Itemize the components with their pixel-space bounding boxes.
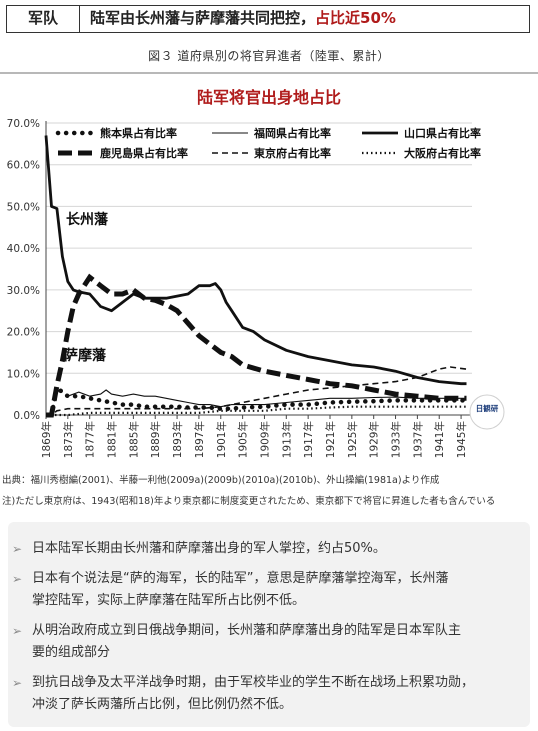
bullet-text-line: 从明治政府成立到日俄战争期间，长州藩和萨摩藩出身的陆军是日本军队主 [32, 623, 462, 638]
x-tick-label: 1909年 [258, 421, 271, 458]
legend-label: 鹿児島県占有比率 [100, 146, 188, 160]
annotation-choshu: 长州藩 [66, 211, 109, 228]
summary-panel: ➢ 日本陆军长期由长州藩和萨摩藩出身的军人掌控，约占50%。 ➢ 日本有个说法是“萨的… [8, 522, 530, 727]
bullet-text-line: 掌控陆军，实际上萨摩藩在陆军所占比例不低。 [32, 593, 306, 608]
x-tick-label: 1889年 [149, 421, 162, 458]
y-tick-label: 0.0% [13, 410, 40, 422]
x-tick-label: 1877年 [84, 421, 97, 458]
note-text: 注)ただし東京府は、1943(昭和18)年より東京都に制度変更されたため、東京都… [2, 496, 496, 507]
x-tick-label: 1905年 [237, 421, 250, 458]
summary-bullet: ➢ 到抗日战争及太平洋战争时期，由于军校毕业的学生不断在战场上积累功勋， 冲淡了萨长… [12, 672, 475, 716]
x-tick-label: 1925年 [346, 421, 359, 458]
x-tick-label: 1897年 [193, 421, 206, 458]
x-tick-label: 1937年 [411, 421, 424, 458]
bullet-marker-icon: ➢ [12, 624, 23, 638]
x-tick-label: 1941年 [433, 421, 446, 458]
summary-bullet: ➢ 从明治政府成立到日俄战争期间，长州藩和萨摩藩出身的陆军是日本军队主 要的组成部分 [12, 620, 462, 664]
series-line-6 [46, 405, 467, 417]
x-tick-label: 1881年 [106, 421, 119, 458]
legend-label: 東京府占有比率 [254, 146, 331, 160]
bullet-marker-icon: ➢ [12, 676, 23, 690]
series-line-3 [44, 135, 467, 386]
x-tick-label: 1945年 [455, 421, 468, 458]
legend-label: 熊本県占有比率 [100, 126, 177, 140]
x-tick-label: 1873年 [62, 421, 75, 458]
x-tick-label: 1921年 [324, 421, 337, 458]
series-line-5 [46, 366, 467, 416]
x-tick-label: 1933年 [390, 421, 403, 458]
divider [0, 72, 538, 74]
x-tick-label: 1913年 [280, 421, 293, 458]
header: 军队 陆军由长州藩与萨摩藩共同把控，占比近50% [0, 0, 538, 38]
legend-label: 福岡県占有比率 [253, 126, 331, 140]
annotation-satsuma: 萨摩藩 [64, 347, 107, 364]
bullet-marker-icon: ➢ [12, 542, 23, 556]
watermark-badge [469, 394, 505, 430]
y-tick-label: 10.0% [7, 368, 40, 380]
chart-title: 陆军将官出身地占比 [197, 88, 341, 107]
y-tick-label: 50.0% [7, 201, 40, 213]
title-main: 陆军由长州藩与萨摩藩共同把控， [90, 9, 316, 27]
summary-bullet: ➢ 日本有个说法是“萨的海军，长的陆军”，意思是萨摩藩掌控海军，长州藩 掌控陆军，实… [12, 568, 449, 612]
section-tag: 军队 [6, 5, 80, 33]
figure-caption: 図３ 道府県別の将官昇進者（陸軍、累計） [148, 49, 390, 63]
legend-label: 山口県占有比率 [404, 126, 481, 140]
bullet-text-line: 要的组成部分 [32, 645, 111, 660]
bullet-text-line: 日本陆军长期由长州藩和萨摩藩出身的军人掌控，约占50%。 [32, 541, 386, 556]
source-text: 出典：福川秀樹編(2001)、半藤一利他(2009a)(2009b)(2010a… [2, 475, 440, 486]
y-tick-label: 40.0% [7, 243, 40, 255]
y-tick-label: 20.0% [7, 327, 40, 339]
y-tick-label: 70.0% [7, 118, 40, 130]
summary-bullet: ➢ 日本陆军长期由长州藩和萨摩藩出身的军人掌控，约占50%。 [12, 538, 386, 560]
watermark-text: 日観研 [476, 403, 499, 413]
bullet-marker-icon: ➢ [12, 572, 23, 586]
x-tick-label: 1869年 [40, 421, 53, 458]
title-accent: 占比近50% [315, 9, 396, 27]
series-line-4 [46, 273, 467, 418]
y-tick-label: 60.0% [7, 160, 40, 172]
x-tick-label: 1885年 [127, 421, 140, 458]
legend-label: 大阪府占有比率 [404, 146, 481, 160]
series-line-1 [49, 383, 469, 418]
bullet-text-line: 冲淡了萨长两藩所占比例，但比例仍然不低。 [32, 697, 293, 712]
x-tick-label: 1929年 [368, 421, 381, 458]
page-title: 陆军由长州藩与萨摩藩共同把控，占比近50% [80, 5, 530, 33]
bullet-text-line: 日本有个说法是“萨的海军，长的陆军”，意思是萨摩藩掌控海军，长州藩 [32, 571, 449, 586]
bullet-text-line: 到抗日战争及太平洋战争时期，由于军校毕业的学生不断在战场上积累功勋， [32, 675, 475, 690]
line-chart: 陆军将官出身地占比 0.0% 10.0% 20.0% 30.0% 40.0% 50.0% 60… [7, 88, 505, 458]
y-tick-label: 30.0% [7, 285, 40, 297]
x-tick-label: 1901年 [215, 421, 228, 458]
x-tick-label: 1893年 [171, 421, 184, 458]
x-tick-label: 1917年 [302, 421, 315, 458]
series-line-2 [67, 389, 467, 408]
